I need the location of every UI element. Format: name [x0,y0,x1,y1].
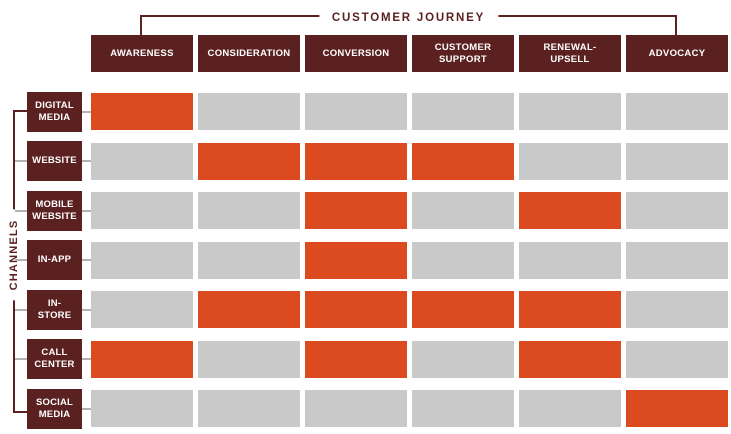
matrix-cell-website-customer-support [412,142,514,180]
matrix-cell-in-app-advocacy [626,241,728,279]
label-connector-line [82,110,91,113]
bracket-connector-line [15,358,27,360]
channel-row-call-center: CALL CENTER [27,339,728,379]
channel-label-website: WEBSITE [27,141,82,181]
stage-header-consideration: CONSIDERATION [198,35,300,72]
matrix-cell-in-app-consideration [198,241,300,279]
matrix-cell-social-media-awareness [91,390,193,427]
channel-label-call-center: CALL CENTER [27,339,82,379]
matrix-cell-website-advocacy [626,142,728,180]
matrix-cell-website-renewal-upsell [519,142,621,180]
matrix-cell-website-awareness [91,142,193,180]
stage-header-row: AWARENESS CONSIDERATION CONVERSION CUSTOMER… [91,35,728,72]
label-connector-line [82,209,91,212]
matrix-cell-digital-media-advocacy [626,93,728,130]
matrix-cell-in-store-advocacy [626,291,728,328]
matrix-cell-call-center-awareness [91,340,193,378]
channel-label-digital-media: DIGITAL MEDIA [27,91,82,132]
matrix-cell-call-center-conversion [305,340,407,378]
matrix-cell-social-media-renewal-upsell [519,390,621,427]
matrix-cell-mobile-website-awareness [91,192,193,229]
matrix-cell-digital-media-conversion [305,93,407,130]
row-cells [91,192,728,229]
matrix-cell-call-center-advocacy [626,340,728,378]
label-connector-line [82,259,91,261]
row-cells [91,142,728,180]
channel-row-website: WEBSITE [27,141,728,181]
matrix-cell-digital-media-consideration [198,93,300,130]
matrix-cell-social-media-customer-support [412,390,514,427]
matrix-cell-call-center-consideration [198,340,300,378]
label-connector-line [82,407,91,410]
channel-label-mobile-website: MOBILE WEBSITE [27,190,82,231]
row-cells [91,93,728,130]
matrix-cell-in-app-awareness [91,241,193,279]
row-cells [91,241,728,279]
channel-row-in-store: IN- STORE [27,289,728,330]
matrix-cell-mobile-website-consideration [198,192,300,229]
stage-header-advocacy: ADVOCACY [626,35,728,72]
matrix-cell-in-store-customer-support [412,291,514,328]
matrix-cell-digital-media-renewal-upsell [519,93,621,130]
matrix-cell-in-app-customer-support [412,241,514,279]
channel-row-in-app: IN-APP [27,240,728,280]
channel-label-in-store: IN- STORE [27,289,82,330]
stage-header-renewal-upsell: RENEWAL- UPSELL [519,35,621,72]
matrix-cell-digital-media-awareness [91,93,193,130]
matrix-cell-mobile-website-renewal-upsell [519,192,621,229]
bracket-connector-line [15,209,27,212]
matrix-cell-in-store-consideration [198,291,300,328]
channel-label-social-media: SOCIAL MEDIA [27,388,82,429]
matrix-cell-website-consideration [198,142,300,180]
label-connector-line [82,308,91,311]
row-cells [91,291,728,328]
matrix-cell-in-store-awareness [91,291,193,328]
matrix-cell-call-center-customer-support [412,340,514,378]
matrix-cell-social-media-conversion [305,390,407,427]
matrix-cell-in-app-renewal-upsell [519,241,621,279]
channel-row-mobile-website: MOBILE WEBSITE [27,190,728,231]
stage-header-customer-support: CUSTOMER SUPPORT [412,35,514,72]
matrix-cell-website-conversion [305,142,407,180]
label-connector-line [82,160,91,162]
matrix-cell-in-store-renewal-upsell [519,291,621,328]
channel-row-digital-media: DIGITAL MEDIA [27,91,728,132]
bracket-connector-line [15,259,27,261]
row-cells [91,340,728,378]
channels-axis-label: CHANNELS [6,209,22,301]
matrix-cell-digital-media-customer-support [412,93,514,130]
label-connector-line [82,358,91,360]
matrix-cell-in-app-conversion [305,241,407,279]
channel-label-in-app: IN-APP [27,240,82,280]
matrix-cell-mobile-website-conversion [305,192,407,229]
chart-title: CUSTOMER JOURNEY [318,11,499,25]
matrix-cell-in-store-conversion [305,291,407,328]
matrix-cell-mobile-website-advocacy [626,192,728,229]
channel-row-social-media: SOCIAL MEDIA [27,388,728,429]
stage-header-awareness: AWARENESS [91,35,193,72]
matrix-cell-mobile-website-customer-support [412,192,514,229]
matrix-cell-call-center-renewal-upsell [519,340,621,378]
stage-header-conversion: CONVERSION [305,35,407,72]
bracket-connector-line [15,160,27,162]
matrix-cell-social-media-consideration [198,390,300,427]
journey-bracket: CUSTOMER JOURNEY [140,11,677,36]
row-cells [91,390,728,427]
matrix-cell-social-media-advocacy [626,390,728,427]
bracket-connector-line [15,308,27,311]
